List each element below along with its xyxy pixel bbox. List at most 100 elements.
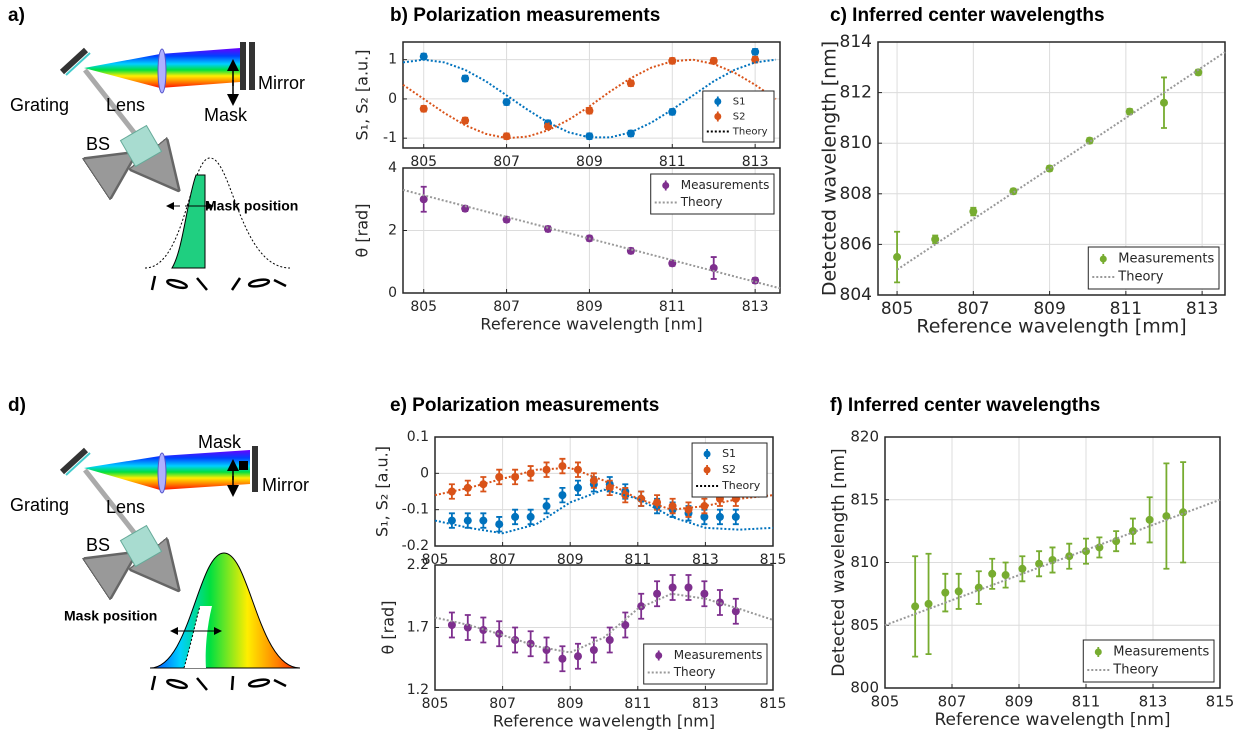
legend-symbol: [655, 652, 663, 659]
beam-splitter: [119, 124, 163, 168]
y-tick-label: 805: [850, 616, 879, 634]
x-tick-label: 811: [624, 696, 651, 712]
y-axis-label: S₁, S₂ [a.u.]: [373, 446, 392, 537]
legend-label: Theory: [1117, 270, 1163, 285]
data-point: [463, 623, 472, 632]
x-tick-label: 807: [938, 693, 967, 711]
x-tick-label: 809: [1005, 693, 1034, 711]
legend-symbol: [714, 98, 722, 105]
data-point: [626, 79, 635, 88]
grating: [59, 447, 89, 475]
beam: [98, 160, 125, 178]
spectrum-outline: [144, 157, 291, 269]
diagram-a: a) Grating Lens Mirror Mask BS Mask posi…: [8, 5, 305, 291]
x-tick-label: 813: [692, 552, 719, 568]
label: BS: [86, 134, 110, 154]
legend-box: [1082, 639, 1215, 683]
data-point: [419, 52, 428, 61]
legend-symbol: [703, 466, 711, 474]
data-point: [731, 607, 740, 616]
data-point: [969, 207, 978, 216]
y-axis-label: Detected wavelength [nm]: [819, 41, 841, 296]
lens: [157, 452, 167, 494]
data-point: [709, 56, 718, 65]
panel-label: d): [8, 395, 26, 416]
data-point: [461, 74, 470, 83]
data-point: [447, 621, 456, 629]
beam: [83, 68, 142, 142]
legend-label: Measurements: [1113, 645, 1209, 660]
grating: [65, 52, 91, 76]
x-tick-label: 805: [881, 299, 913, 319]
data-point: [1018, 564, 1027, 573]
data-point: [653, 589, 662, 598]
mirror: [249, 42, 255, 90]
mask: [239, 461, 248, 470]
spectrum: [149, 552, 301, 669]
chart: 805 807 809 811 813 804 806 808 810 812 814 Referen…: [819, 5, 1226, 338]
lens: [157, 48, 167, 94]
legend-symbol: [1094, 648, 1102, 656]
x-tick-label: 809: [576, 154, 603, 170]
y-tick-label: 812: [840, 83, 872, 103]
x-tick-label: 813: [1186, 299, 1218, 319]
data-point: [463, 516, 472, 525]
y-tick-label: -0.2: [402, 538, 429, 554]
x-tick-label: 815: [1206, 693, 1235, 711]
data-point: [941, 588, 950, 597]
data-point: [558, 654, 567, 663]
data-point: [1162, 512, 1171, 521]
y-axis-label: S₁, S₂ [a.u.]: [353, 50, 372, 141]
data-point: [924, 599, 933, 608]
y-tick-label: 1: [388, 52, 397, 68]
data-point: [653, 498, 662, 507]
data-point: [684, 583, 693, 592]
data-point: [573, 483, 582, 492]
legend-label: S1: [733, 97, 746, 108]
data-point: [1194, 68, 1203, 77]
x-tick-label: 809: [576, 299, 603, 315]
data-point: [751, 47, 760, 56]
grating: [65, 452, 91, 476]
legend-label: Theory: [732, 127, 768, 138]
polarization-glyphs: [150, 675, 287, 691]
x-tick-label: 811: [1072, 693, 1101, 711]
y-tick-label: 1.7: [407, 620, 429, 636]
plot-frame: [877, 41, 1226, 296]
chart-title: f) Inferred center wavelengths: [830, 395, 1100, 416]
data-point: [700, 512, 709, 521]
data-point: [585, 132, 594, 141]
label: Mask position: [205, 198, 298, 214]
data-point: [419, 104, 428, 113]
data-point: [715, 512, 724, 521]
legend-symbol: [1099, 255, 1107, 263]
x-tick-label: 811: [659, 154, 686, 170]
beam: [98, 560, 125, 578]
data-point: [974, 583, 983, 592]
data-point: [684, 505, 693, 514]
label: Mirror: [262, 475, 309, 495]
y-tick-label: 0: [388, 285, 397, 301]
x-tick-label: 815: [760, 552, 787, 568]
x-tick-label: 815: [760, 696, 787, 712]
mask-gap: [183, 605, 201, 669]
x-tick-label: 813: [1139, 693, 1168, 711]
data-point: [668, 502, 677, 511]
legend-symbol: [662, 182, 670, 189]
legend-label: Measurements: [681, 178, 770, 192]
y-tick-label: 814: [840, 32, 872, 52]
x-tick-label: 813: [692, 696, 719, 712]
data-point: [558, 491, 567, 500]
legend-label: S2: [733, 112, 746, 123]
legend-label: Theory: [1112, 663, 1158, 678]
data-point: [461, 204, 470, 213]
label: Grating: [10, 495, 69, 515]
data-point: [1085, 136, 1094, 145]
data-point: [626, 129, 635, 138]
chart: 805 807 809 811 813 815 1.2 1.7 2.2 Reference wav…: [379, 557, 787, 731]
data-point: [589, 646, 598, 654]
data-point: [1145, 515, 1154, 524]
y-tick-label: 808: [840, 184, 872, 204]
y-tick-label: 2: [388, 223, 397, 239]
